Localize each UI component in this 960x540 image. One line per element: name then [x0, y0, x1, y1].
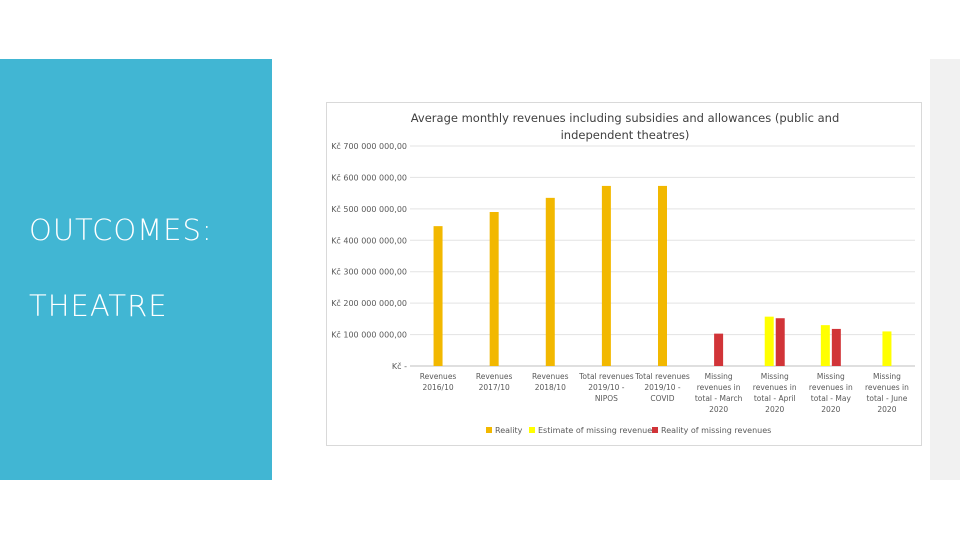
bar — [489, 212, 499, 366]
x-category-label: Missing — [873, 372, 901, 381]
x-category-label: revenues in — [865, 383, 909, 392]
x-category-label: Missing — [705, 372, 733, 381]
bar — [601, 185, 611, 366]
x-category-label: total - April — [754, 394, 796, 403]
x-category-label: 2018/10 — [535, 383, 566, 392]
bar — [882, 331, 892, 366]
slide-heading-theatre: THEATRE — [29, 289, 168, 323]
x-category-label: revenues in — [697, 383, 741, 392]
legend-label: Reality — [495, 426, 523, 435]
x-category-label: Missing — [817, 372, 845, 381]
x-category-label: 2020 — [821, 405, 840, 414]
chart-title: Average monthly revenues including subsi… — [410, 111, 840, 142]
x-category-label: Total revenues — [634, 372, 690, 381]
bar — [764, 316, 774, 366]
y-tick-label: Kč 400 000 000,00 — [331, 235, 407, 245]
slide-heading-outcomes: OUTCOMES: — [29, 213, 213, 247]
y-tick-label: Kč 700 000 000,00 — [331, 141, 407, 151]
legend-label: Estimate of missing revenues — [538, 426, 656, 435]
legend-swatch — [652, 427, 658, 433]
y-tick-label: Kč 300 000 000,00 — [331, 267, 407, 277]
x-category-label: Total revenues — [578, 372, 634, 381]
x-category-label: COVID — [650, 394, 674, 403]
bar — [433, 226, 443, 366]
x-category-label: Revenues — [532, 372, 569, 381]
x-category-label: total - May — [811, 394, 852, 403]
y-tick-label: Kč 500 000 000,00 — [331, 204, 407, 214]
x-category-label: 2019/10 - — [644, 383, 681, 392]
y-tick-label: Kč - — [392, 361, 407, 371]
x-category-label: revenues in — [809, 383, 853, 392]
x-category-label: Revenues — [476, 372, 513, 381]
bar — [775, 318, 785, 366]
title-panel — [0, 59, 272, 480]
x-category-label: 2019/10 - — [588, 383, 625, 392]
x-category-label: total - March — [695, 394, 743, 403]
bar — [831, 328, 841, 366]
bar — [714, 333, 724, 366]
y-tick-label: Kč 600 000 000,00 — [331, 172, 407, 182]
y-tick-label: Kč 100 000 000,00 — [331, 330, 407, 340]
x-category-label: revenues in — [753, 383, 797, 392]
legend-swatch — [486, 427, 492, 433]
chart-frame — [326, 102, 922, 446]
legend-label: Reality of missing revenues — [661, 426, 771, 435]
x-category-label: total - June — [866, 394, 907, 403]
x-category-label: 2017/10 — [479, 383, 510, 392]
x-category-label: 2020 — [709, 405, 728, 414]
y-tick-label: Kč 200 000 000,00 — [331, 298, 407, 308]
legend-swatch — [529, 427, 535, 433]
x-category-label: NIPOS — [595, 394, 618, 403]
bar — [658, 185, 667, 366]
side-bar — [930, 59, 960, 480]
x-category-label: 2016/10 — [422, 383, 453, 392]
x-category-label: 2020 — [877, 405, 896, 414]
x-category-label: 2020 — [765, 405, 784, 414]
x-category-label: Missing — [761, 372, 789, 381]
x-category-label: Revenues — [420, 372, 457, 381]
bar — [820, 325, 830, 366]
bar — [545, 197, 555, 366]
